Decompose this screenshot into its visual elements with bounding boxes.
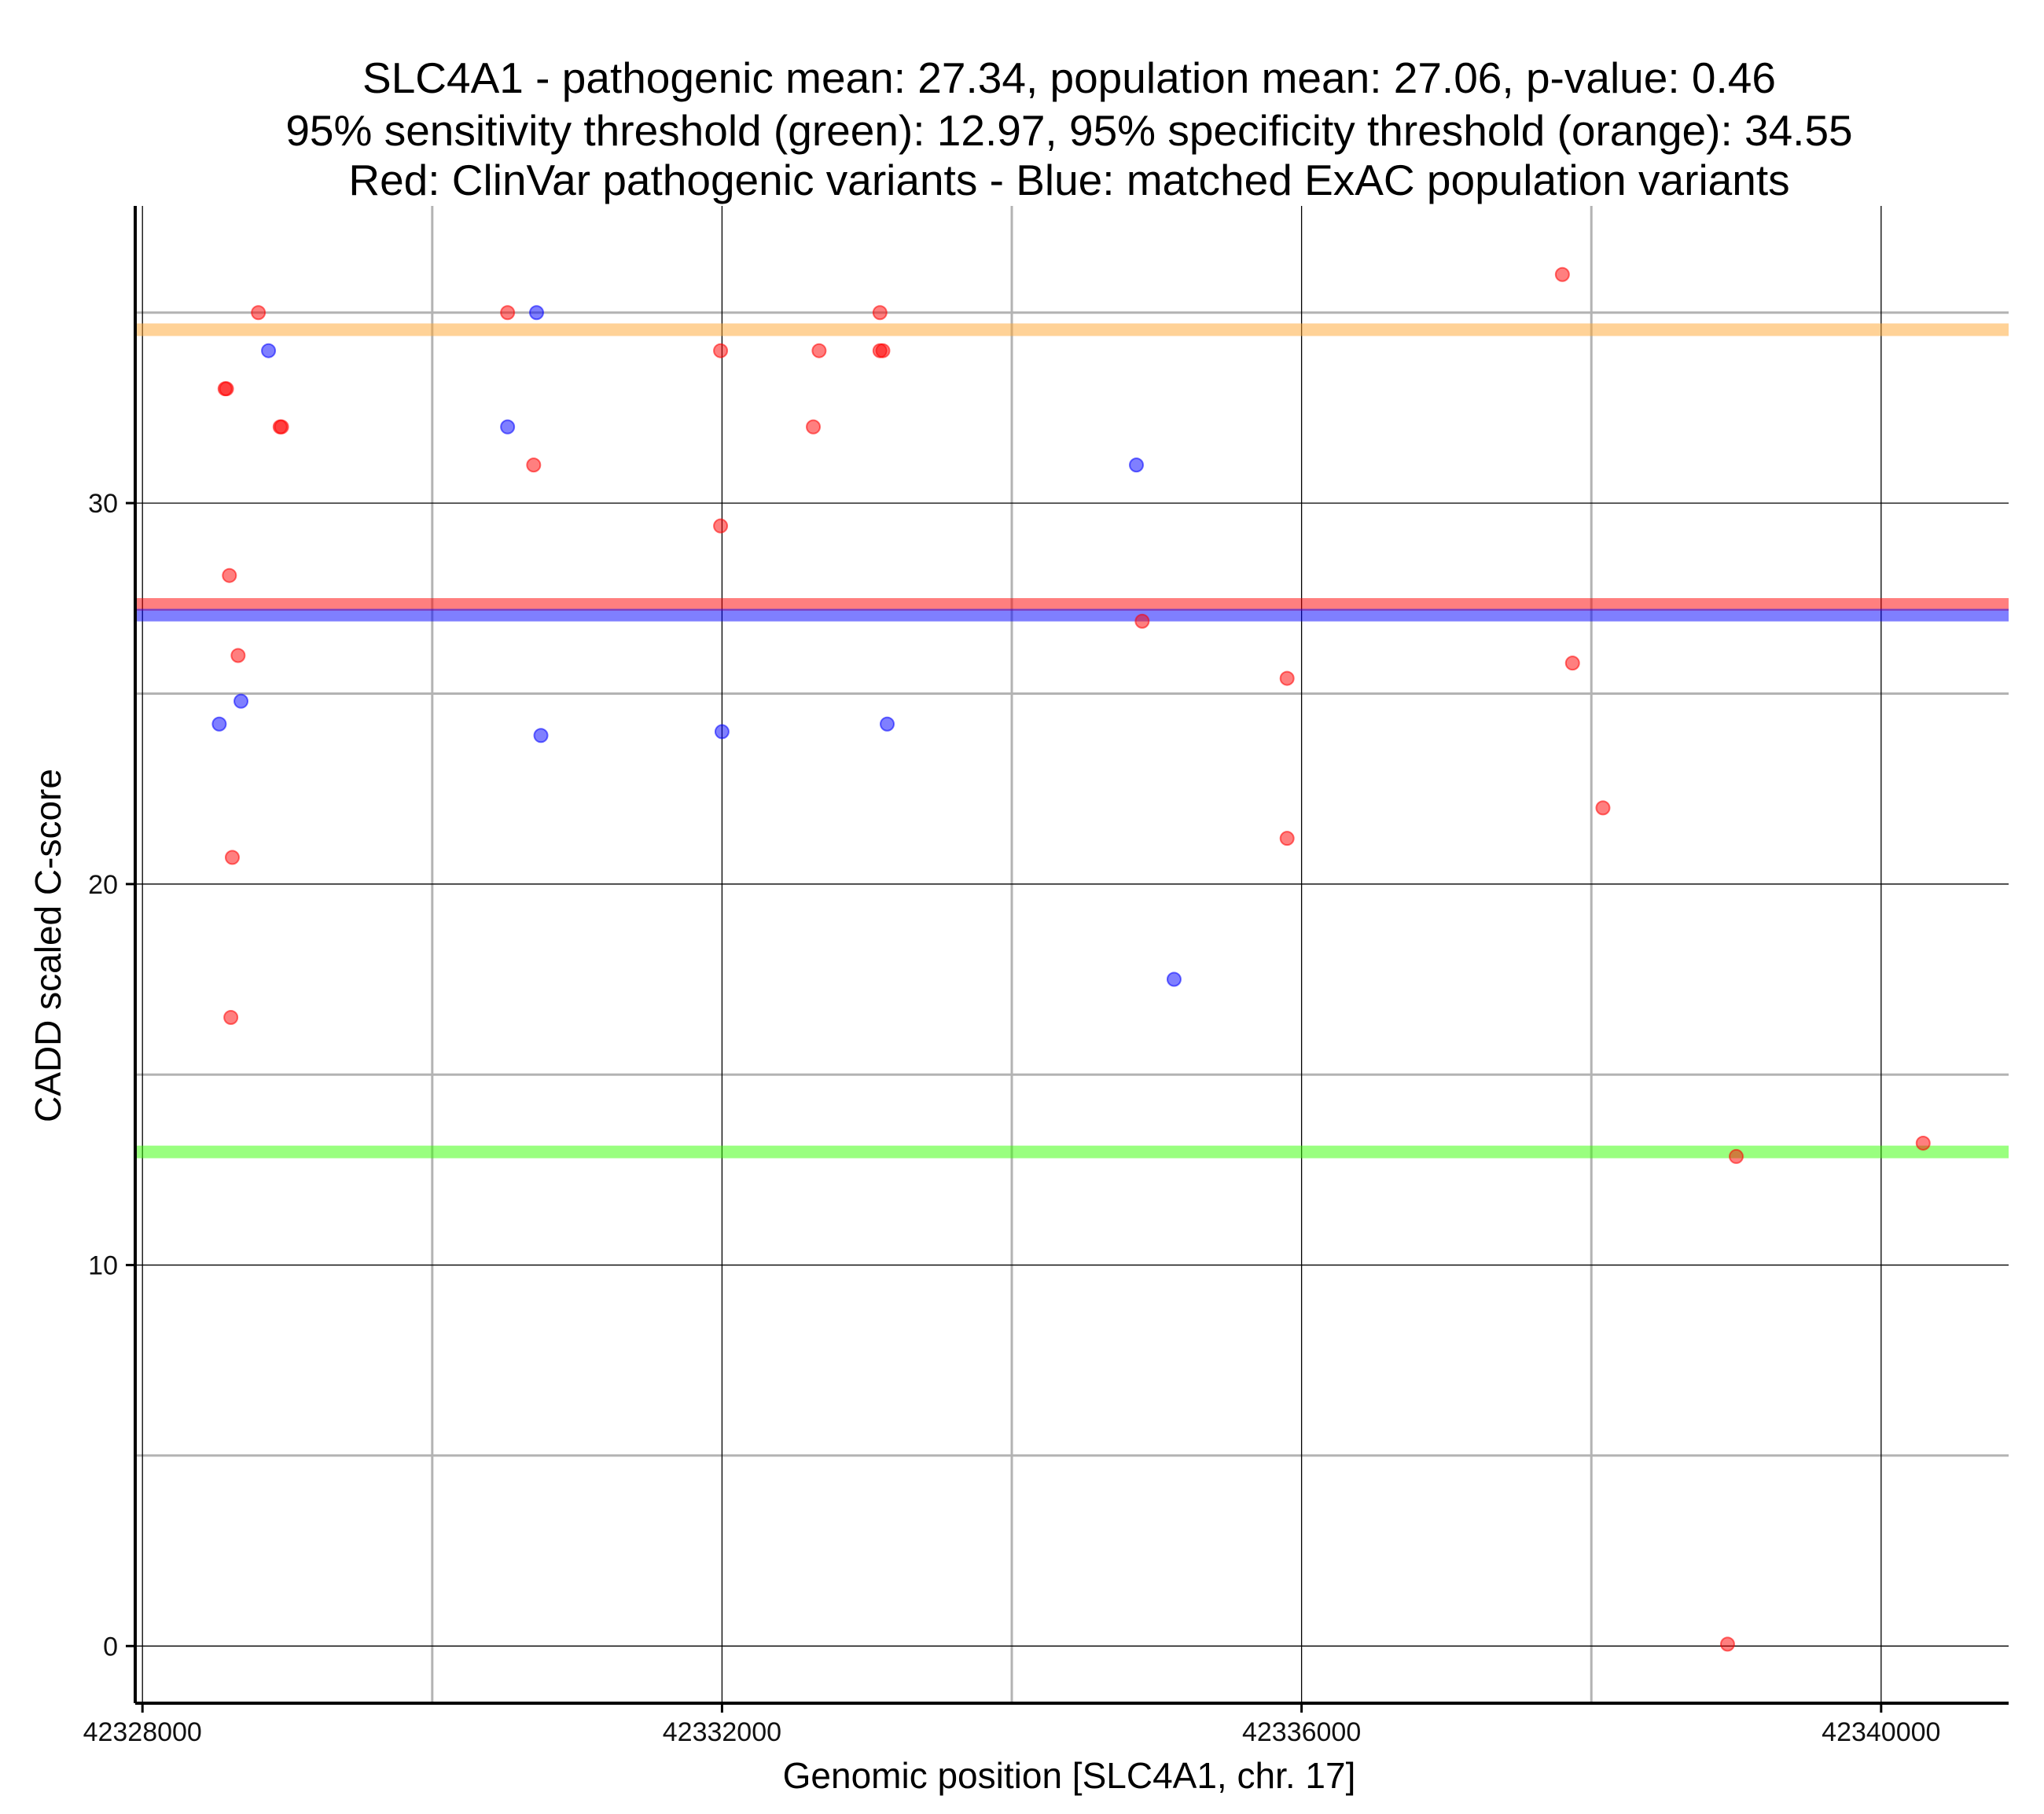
population-variant-point — [1166, 971, 1182, 987]
y-tick-label: 10 — [88, 1251, 118, 1281]
x-tick-label: 42336000 — [1242, 1717, 1361, 1747]
population-variant-point — [714, 724, 730, 740]
pathogenic-variant-point — [251, 305, 267, 321]
minor-gridlines — [135, 206, 2009, 1703]
chart-title: SLC4A1 - pathogenic mean: 27.34, populat… — [285, 53, 1852, 204]
population-variant-point — [233, 693, 249, 709]
x-tick-label: 42332000 — [663, 1717, 781, 1747]
x-axis-ticks: 42328000 42332000 42336000 42340000 — [83, 1703, 1940, 1747]
major-gridlines — [135, 206, 2009, 1703]
population-variant-point — [533, 728, 549, 744]
chart-title-line-1: SLC4A1 - pathogenic mean: 27.34, populat… — [362, 53, 1776, 102]
pathogenic-variant-point — [872, 305, 888, 321]
pathogenic-variant-point — [811, 343, 827, 358]
population-variant-point — [880, 716, 895, 732]
pathogenic-variant-point — [230, 648, 246, 663]
pathogenic-variant-point — [1554, 266, 1570, 282]
axes — [134, 206, 2009, 1705]
y-axis-ticks: 0 10 20 30 — [88, 489, 135, 1662]
pathogenic-variant-point — [806, 419, 822, 435]
chart-title-line-2: 95% sensitivity threshold (green): 12.97… — [285, 106, 1852, 155]
data-points — [211, 266, 1931, 1652]
chart-title-line-3: Red: ClinVar pathogenic variants - Blue:… — [348, 156, 1789, 204]
pathogenic-variant-point — [1564, 655, 1580, 671]
pathogenic-variant-point — [223, 1009, 239, 1025]
pathogenic-variant-point — [500, 305, 516, 321]
population-variant-point — [500, 419, 516, 435]
y-tick-label: 0 — [103, 1632, 118, 1662]
pathogenic-variant-point — [1719, 1636, 1735, 1652]
pathogenic-variant-point — [1279, 670, 1295, 686]
x-axis-title: Genomic position [SLC4A1, chr. 17] — [783, 1755, 1356, 1796]
pathogenic-variant-point — [224, 850, 240, 865]
population-variant-point — [261, 343, 277, 358]
y-tick-label: 20 — [88, 870, 118, 900]
pathogenic-variant-point — [875, 343, 891, 358]
threshold-lines — [135, 323, 2009, 1159]
pathogenic-variant-point — [222, 567, 237, 583]
pathogenic-variant-point — [526, 457, 542, 473]
pathogenic-variant-point — [1279, 831, 1295, 846]
pathogenic-variant-point — [1595, 800, 1611, 816]
population-variant-point — [211, 716, 227, 732]
x-tick-label: 42340000 — [1822, 1717, 1940, 1747]
pathogenic-variant-point — [274, 419, 289, 435]
x-tick-label: 42328000 — [83, 1717, 202, 1747]
population-variant-point — [1129, 457, 1145, 473]
population-variant-point — [529, 305, 545, 321]
y-axis-title: CADD scaled C-score — [28, 769, 68, 1122]
pathogenic-variant-point — [1134, 613, 1150, 629]
pathogenic-variant-point — [713, 518, 729, 534]
pathogenic-variant-point — [219, 381, 234, 397]
pathogenic-variant-point — [1729, 1148, 1744, 1164]
y-tick-label: 30 — [88, 489, 118, 519]
pathogenic-variant-point — [713, 343, 729, 358]
pathogenic-variant-point — [1915, 1135, 1931, 1151]
